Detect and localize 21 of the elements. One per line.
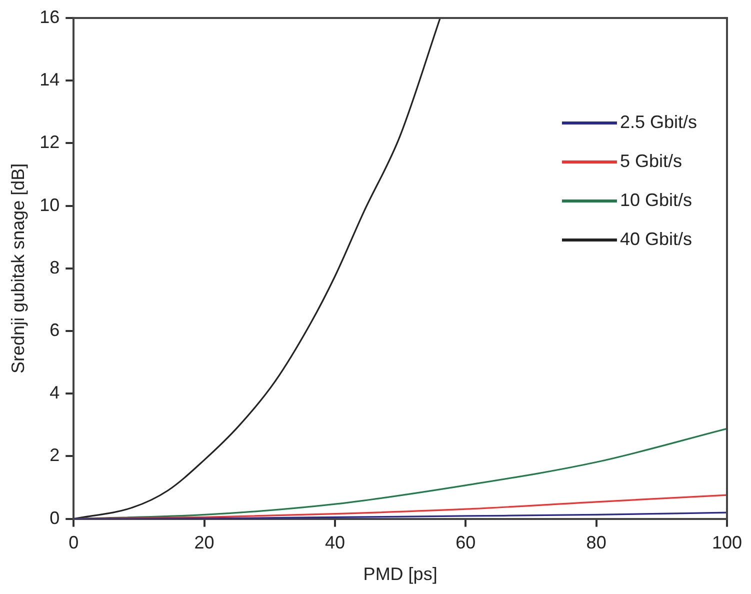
y-tick-label: 2 <box>50 445 60 466</box>
y-tick-label: 12 <box>40 132 60 152</box>
x-axis-title: PMD [ps] <box>363 564 438 584</box>
x-tick-label: 0 <box>68 532 79 553</box>
legend-label: 40 Gbit/s <box>620 228 692 249</box>
x-tick-label: 20 <box>194 532 214 553</box>
y-tick-label: 14 <box>40 70 60 90</box>
y-tick-label: 16 <box>40 6 60 27</box>
legend-label: 10 Gbit/s <box>620 190 692 210</box>
legend-label: 2.5 Gbit/s <box>620 112 698 132</box>
x-tick-label: 40 <box>324 532 345 553</box>
x-tick-label: 60 <box>456 532 476 553</box>
y-tick-label: 0 <box>50 508 60 528</box>
y-tick-label: 6 <box>50 320 60 340</box>
x-tick-label: 100 <box>712 532 742 553</box>
y-axis-title: Srednji gubitak snage [dB] <box>8 163 28 374</box>
x-tick-label: 80 <box>586 532 606 553</box>
y-tick-label: 4 <box>50 382 60 403</box>
y-tick-label: 8 <box>50 257 60 278</box>
legend-label: 5 Gbit/s <box>620 150 682 171</box>
y-tick-label: 10 <box>40 194 60 215</box>
